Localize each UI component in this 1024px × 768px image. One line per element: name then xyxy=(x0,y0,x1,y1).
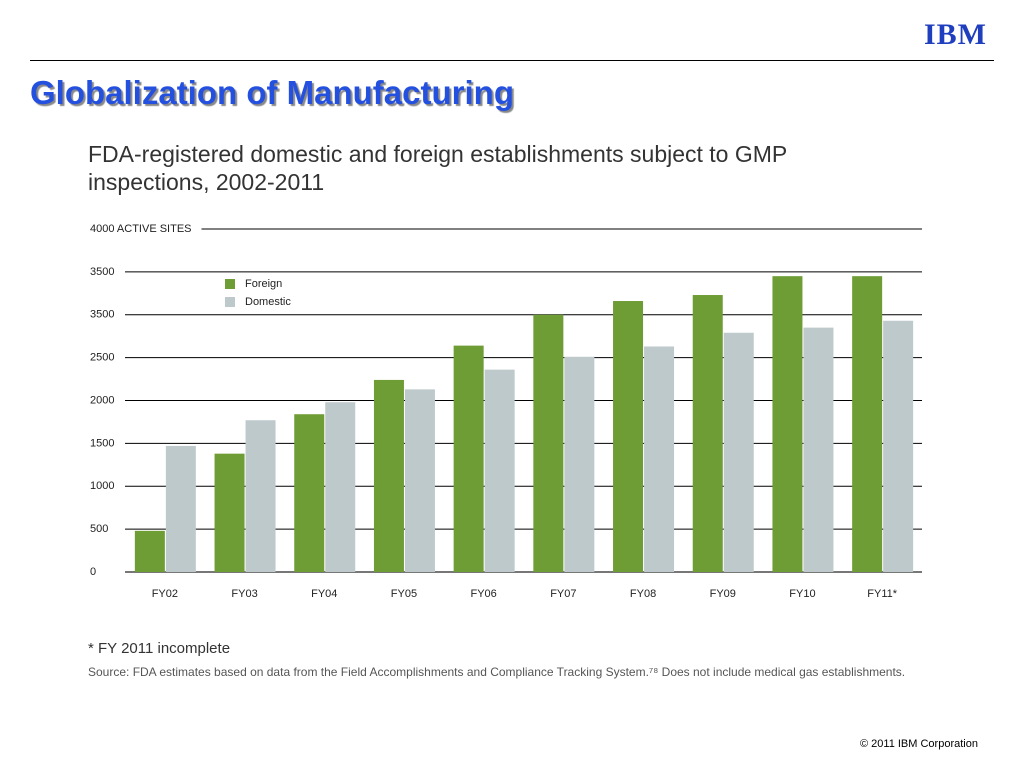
y-tick-label: 500 xyxy=(90,523,108,535)
bar xyxy=(245,420,276,572)
bar xyxy=(294,414,325,572)
y-tick-label: 1000 xyxy=(90,480,114,492)
bar xyxy=(484,369,515,572)
x-tick-label: FY07 xyxy=(550,588,576,600)
logo: IBM xyxy=(924,18,987,51)
bar xyxy=(852,276,883,572)
bar xyxy=(533,314,564,572)
bar xyxy=(404,389,435,572)
source: Source: FDA estimates based on data from… xyxy=(88,665,906,679)
bar xyxy=(453,345,484,572)
bar xyxy=(723,332,754,572)
legend-swatch xyxy=(225,279,235,289)
y-tick-label: 2500 xyxy=(90,352,114,364)
x-tick-label: FY10 xyxy=(789,588,815,600)
legend-swatch xyxy=(225,297,235,307)
bar xyxy=(325,402,356,572)
chart-title: FDA-registered domestic and foreign esta… xyxy=(88,141,787,195)
bar xyxy=(772,276,803,572)
x-tick-label: FY06 xyxy=(471,588,497,600)
x-tick-label: FY02 xyxy=(152,588,178,600)
bar xyxy=(165,445,196,572)
bar xyxy=(692,295,723,572)
x-tick-label: FY03 xyxy=(231,588,257,600)
bar xyxy=(373,379,404,572)
slide-title: Globalization of Manufacturing xyxy=(30,74,514,111)
y-tick-label: 0 xyxy=(90,566,96,578)
bar xyxy=(134,530,165,572)
y-tick-label: 4000 ACTIVE SITES xyxy=(90,223,192,235)
header-rule xyxy=(30,60,994,61)
bar xyxy=(883,320,914,572)
x-tick-label: FY05 xyxy=(391,588,417,600)
bar xyxy=(613,301,644,572)
x-tick-label: FY09 xyxy=(710,588,736,600)
footer: © 2011 IBM Corporation xyxy=(860,738,978,750)
y-tick-label: 3500 xyxy=(90,266,114,278)
x-tick-label: FY04 xyxy=(311,588,337,600)
x-tick-label: FY11* xyxy=(867,588,897,600)
bar xyxy=(564,356,595,572)
y-tick-label: 2000 xyxy=(90,394,114,406)
y-tick-label: 1500 xyxy=(90,437,114,449)
y-tick-label: 3500 xyxy=(90,309,114,321)
bar xyxy=(803,327,834,572)
bar xyxy=(644,346,675,572)
chart: 0 500 1000 1500 2000 2500 3500 3500 4000 ACTIVE … xyxy=(90,223,922,600)
footnote: * FY 2011 incomplete xyxy=(88,640,231,657)
bar xyxy=(214,453,245,572)
x-tick-label: FY08 xyxy=(630,588,656,600)
legend-label: Domestic xyxy=(245,296,291,308)
legend-label: Foreign xyxy=(245,278,282,290)
